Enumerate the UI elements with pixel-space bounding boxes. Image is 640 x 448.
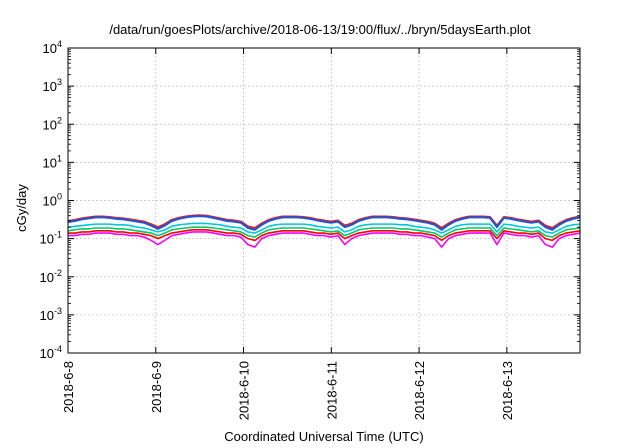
series-line-1 [68,231,581,248]
series-line-3 [67,226,581,238]
y-tick-label: 10-3 [40,306,62,323]
grid [68,48,580,353]
x-tick-label: 2018-6-13 [500,361,515,420]
series-line-6 [67,215,581,231]
y-tick-label: 104 [43,39,62,56]
x-tick-label: 2018-6-11 [324,361,339,419]
y-tick-label: 100 [43,192,62,209]
y-tick-label: 103 [43,77,62,94]
y-tick-label: 10-1 [40,230,62,247]
plot-frame [67,47,581,354]
series-line-2 [68,229,581,242]
x-tick-label: 2018-6-12 [412,361,427,420]
y-tick-label: 10-2 [40,268,62,285]
x-axis-label: Coordinated Universal Time (UTC) [224,429,423,444]
x-tick-label: 2018-6-9 [149,361,164,413]
series-line-4 [67,222,581,234]
x-tick-label: 2018-6-10 [237,361,252,420]
y-tick-label: 101 [43,153,62,170]
y-tick-label: 102 [43,115,62,132]
x-tick-label: 2018-6-8 [61,361,76,413]
y-axis-label: cGy/day [14,184,29,232]
series-group [67,214,581,248]
chart-title: /data/run/goesPlots/archive/2018-06-13/1… [109,22,531,37]
y-tick-label: 10-4 [40,344,62,361]
